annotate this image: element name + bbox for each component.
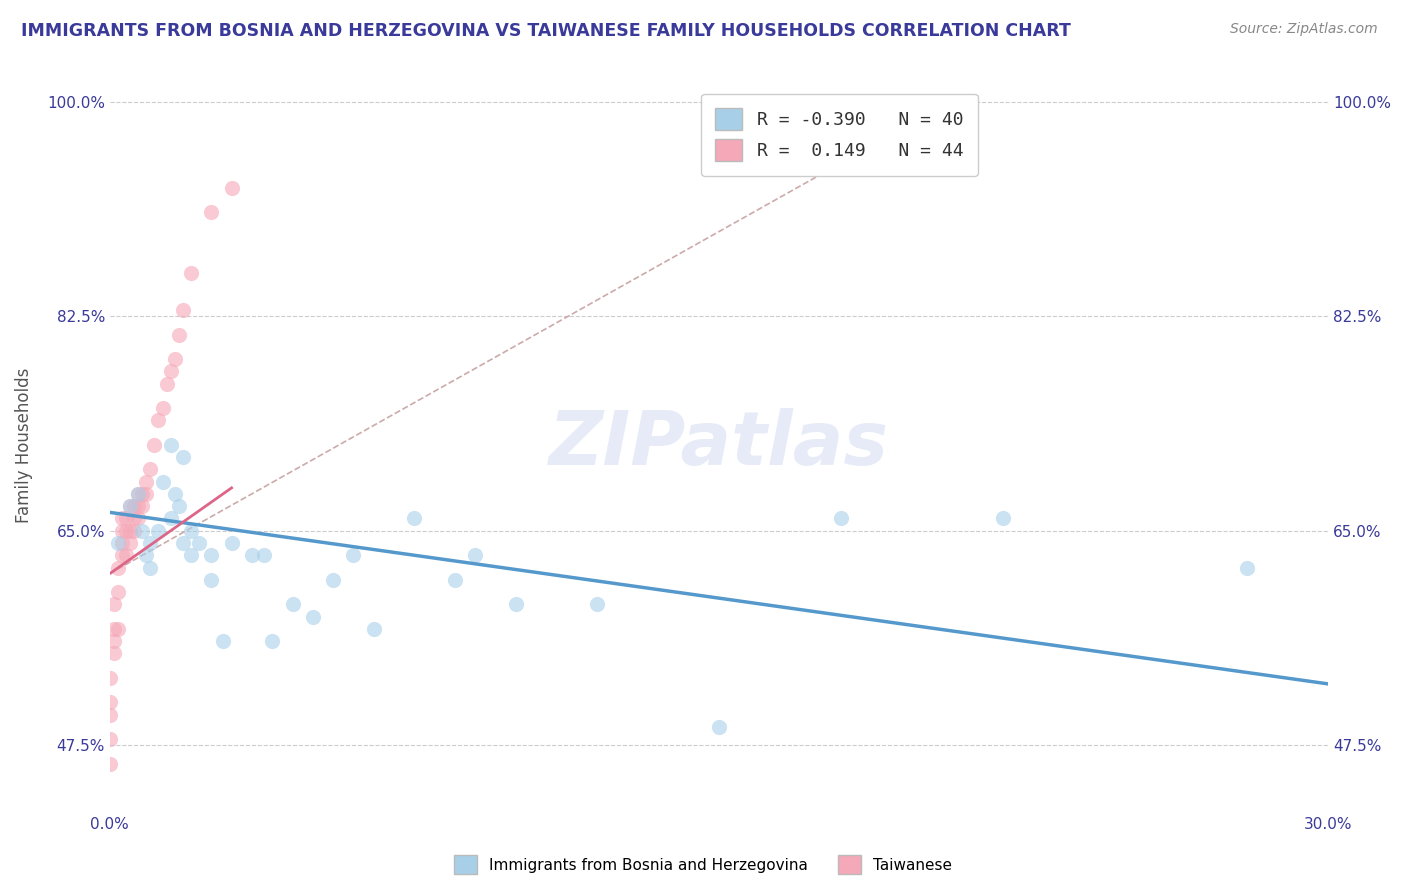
Point	[200, 548, 222, 562]
Point	[122, 524, 145, 538]
Point	[120, 500, 142, 514]
Point	[98, 732, 121, 747]
Point	[103, 597, 125, 611]
Point	[163, 487, 186, 501]
Point	[200, 573, 222, 587]
Point	[172, 536, 194, 550]
Point	[111, 524, 134, 538]
Point	[172, 450, 194, 465]
Point	[103, 634, 125, 648]
Point	[115, 524, 138, 538]
Point	[139, 536, 162, 550]
Point	[131, 487, 153, 501]
Point	[152, 475, 174, 489]
Point	[131, 524, 153, 538]
Point	[127, 511, 149, 525]
Point	[111, 511, 134, 525]
Point	[98, 707, 121, 722]
Point	[167, 327, 190, 342]
Point	[1236, 560, 1258, 574]
Y-axis label: Family Households: Family Households	[15, 368, 32, 523]
Point	[167, 500, 190, 514]
Point	[159, 438, 181, 452]
Point	[212, 634, 235, 648]
Point	[200, 205, 222, 219]
Point	[120, 536, 142, 550]
Point	[135, 487, 157, 501]
Point	[135, 548, 157, 562]
Point	[707, 720, 730, 734]
Point	[240, 548, 263, 562]
Point	[131, 500, 153, 514]
Point	[163, 352, 186, 367]
Point	[155, 376, 177, 391]
Point	[122, 511, 145, 525]
Point	[120, 524, 142, 538]
Point	[262, 634, 284, 648]
Point	[180, 524, 202, 538]
Point	[107, 560, 129, 574]
Legend: R = -0.390   N = 40, R =  0.149   N = 44: R = -0.390 N = 40, R = 0.149 N = 44	[702, 94, 979, 176]
Point	[98, 671, 121, 685]
Point	[188, 536, 211, 550]
Point	[115, 511, 138, 525]
Point	[180, 267, 202, 281]
Point	[152, 401, 174, 416]
Point	[281, 597, 304, 611]
Point	[993, 511, 1015, 525]
Point	[159, 364, 181, 378]
Text: IMMIGRANTS FROM BOSNIA AND HERZEGOVINA VS TAIWANESE FAMILY HOUSEHOLDS CORRELATIO: IMMIGRANTS FROM BOSNIA AND HERZEGOVINA V…	[21, 22, 1071, 40]
Point	[127, 487, 149, 501]
Point	[172, 303, 194, 318]
Point	[444, 573, 467, 587]
Point	[586, 597, 609, 611]
Point	[148, 524, 170, 538]
Point	[127, 487, 149, 501]
Point	[464, 548, 486, 562]
Point	[342, 548, 364, 562]
Point	[180, 548, 202, 562]
Point	[107, 585, 129, 599]
Point	[830, 511, 852, 525]
Point	[103, 622, 125, 636]
Point	[139, 462, 162, 476]
Point	[115, 548, 138, 562]
Point	[107, 536, 129, 550]
Point	[159, 511, 181, 525]
Point	[221, 180, 243, 194]
Point	[98, 756, 121, 771]
Legend: Immigrants from Bosnia and Herzegovina, Taiwanese: Immigrants from Bosnia and Herzegovina, …	[447, 849, 959, 880]
Point	[127, 500, 149, 514]
Point	[404, 511, 426, 525]
Point	[148, 413, 170, 427]
Point	[301, 609, 323, 624]
Point	[139, 560, 162, 574]
Point	[253, 548, 276, 562]
Point	[363, 622, 385, 636]
Point	[103, 646, 125, 660]
Point	[111, 548, 134, 562]
Point	[135, 475, 157, 489]
Point	[221, 536, 243, 550]
Point	[107, 622, 129, 636]
Point	[122, 500, 145, 514]
Point	[111, 536, 134, 550]
Point	[143, 438, 166, 452]
Point	[322, 573, 344, 587]
Text: Source: ZipAtlas.com: Source: ZipAtlas.com	[1230, 22, 1378, 37]
Point	[505, 597, 527, 611]
Point	[120, 500, 142, 514]
Text: ZIPatlas: ZIPatlas	[548, 409, 889, 482]
Point	[98, 695, 121, 709]
